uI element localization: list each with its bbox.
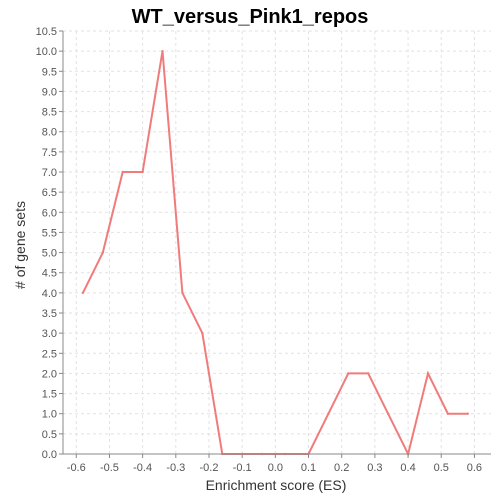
data-point [466,412,469,415]
x-tick-label: 0.0 [268,462,283,474]
y-tick-label: 0.5 [42,429,57,441]
data-point [81,291,85,295]
x-tick-label: -0.5 [100,462,119,474]
data-point [121,170,124,174]
y-tick-label: 4.5 [42,268,57,280]
y-tick-label: 0.0 [42,449,57,461]
data-point [101,251,105,254]
x-tick-label: -0.1 [233,462,252,474]
y-tick-label: 3.5 [42,308,57,320]
x-tick-label: 0.4 [400,462,415,474]
data-point [201,331,204,335]
x-tick-label: 0.3 [367,462,382,474]
x-tick-label: -0.4 [133,462,152,474]
data-point [327,412,330,415]
y-tick-label: 10.5 [36,26,57,38]
tick-labels: 0.0 0.5 1.0 1.5 2.0 2.5 3.0 3.5 4.0 4.5 5.0 5.5 6.0 6… [36,26,482,474]
data-point [141,170,144,174]
grid [63,30,491,455]
y-axis-label: # of gene sets [12,201,28,289]
data-point [426,372,430,375]
x-tick-label: -0.3 [166,462,185,474]
x-tick-label: 0.2 [334,462,349,474]
y-tick-label: 8.5 [42,107,57,119]
x-tick-label: 0.5 [434,462,449,474]
y-tick-label: 5.5 [42,227,57,239]
data-point [386,412,390,415]
x-axis-label: Enrichment score (ES) [206,477,347,493]
chart-title: WT_versus_Pink1_repos [132,6,369,28]
axes [59,30,491,458]
y-tick-label: 4.0 [42,288,57,300]
y-tick-label: 6.0 [42,207,57,219]
x-tick-label: -0.6 [67,462,86,474]
y-tick-label: 7.5 [42,147,57,159]
y-tick-label: 5.0 [42,248,57,260]
data-point [347,372,350,375]
y-tick-label: 2.5 [42,348,57,360]
x-tick-label: -0.2 [200,462,219,474]
y-tick-label: 6.5 [42,187,57,199]
y-tick-label: 9.5 [42,66,57,78]
y-tick-label: 1.5 [42,389,57,401]
y-tick-label: 1.0 [42,409,57,421]
data-point [161,49,164,53]
y-tick-label: 7.0 [42,167,57,179]
y-tick-label: 9.0 [42,86,57,98]
x-tick-label: 0.6 [467,462,482,474]
data-point [446,412,450,415]
data-point [367,372,370,375]
y-tick-label: 10.0 [36,46,57,58]
x-tick-label: 0.1 [301,462,316,474]
y-tick-label: 2.0 [42,368,57,380]
y-tick-label: 8.0 [42,127,57,139]
y-tick-label: 3.0 [42,328,57,340]
data-point [181,291,184,295]
